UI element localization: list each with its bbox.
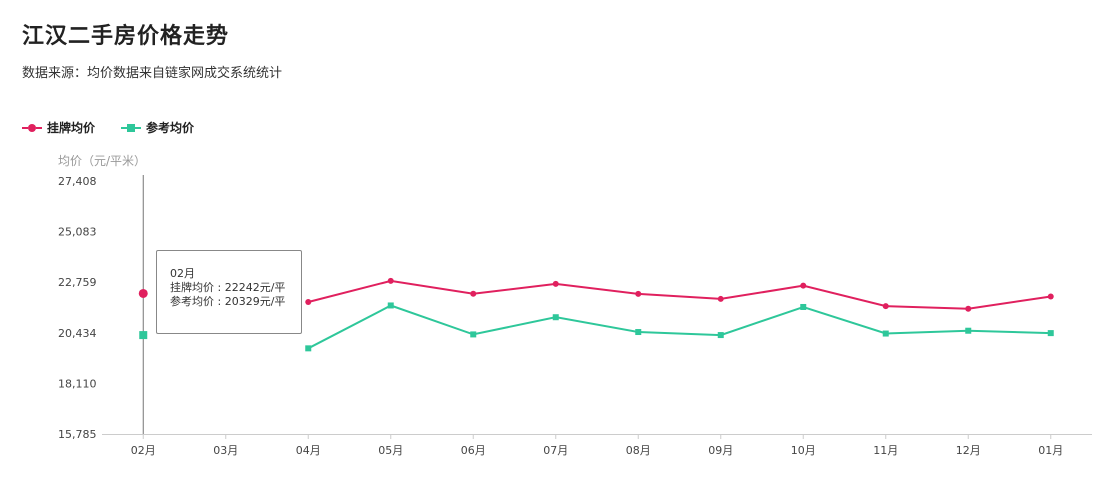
data-point-reference <box>717 332 724 339</box>
chart-title: 江汉二手房价格走势 <box>22 24 230 49</box>
data-point-listing <box>800 282 807 289</box>
x-tick-label: 08月 <box>626 444 651 457</box>
chart-legend: 挂牌均价 参考均价 <box>22 119 194 136</box>
x-tick-label: 10月 <box>791 444 816 457</box>
data-point-listing <box>717 295 724 302</box>
tooltip-listing-price: 挂牌均价 : 22242元/平 <box>170 281 286 294</box>
legend-label-reference: 参考均价 <box>146 121 195 135</box>
data-point-reference <box>470 331 477 338</box>
x-tick-label: 12月 <box>956 444 981 457</box>
data-point-listing <box>882 303 889 310</box>
x-tick-label: 02月 <box>131 444 156 457</box>
data-point-listing <box>965 305 972 312</box>
series-line-reference <box>307 304 1051 350</box>
legend-marker-reference <box>121 122 142 134</box>
y-tick-label: 25,083 <box>58 226 97 239</box>
data-point-reference <box>552 314 559 321</box>
data-point-listing <box>305 298 312 305</box>
hover-tooltip: 02月 挂牌均价 : 22242元/平 参考均价 : 20329元/平 <box>156 250 302 334</box>
data-point-reference <box>139 331 148 340</box>
data-point-reference <box>635 329 642 336</box>
data-point-reference <box>387 302 394 309</box>
data-point-reference <box>800 303 807 310</box>
tooltip-reference-price: 参考均价 : 20329元/平 <box>170 295 286 308</box>
x-tick-label: 05月 <box>378 444 403 457</box>
data-point-reference <box>965 327 972 334</box>
x-tick-label: 07月 <box>543 444 568 457</box>
y-tick-label: 22,759 <box>58 276 97 289</box>
x-tick-label: 06月 <box>461 444 486 457</box>
y-tick-label: 20,434 <box>58 327 97 340</box>
y-tick-label: 15,785 <box>58 428 97 441</box>
data-point-listing <box>470 290 477 297</box>
data-point-listing <box>1047 293 1054 300</box>
series-line-listing <box>308 279 1051 310</box>
data-point-listing <box>552 280 559 287</box>
x-tick-label: 09月 <box>708 444 733 457</box>
data-point-reference <box>1047 330 1054 337</box>
data-point-reference <box>305 345 312 352</box>
legend-marker-listing <box>22 122 42 134</box>
y-tick-label: 18,110 <box>58 377 97 390</box>
data-point-listing <box>635 290 642 297</box>
data-point-listing <box>387 277 394 284</box>
y-tick-label: 27,408 <box>58 175 97 188</box>
data-point-listing <box>138 288 148 298</box>
x-tick-label: 04月 <box>296 444 321 457</box>
data-source-note: 数据来源：均价数据来自链家网成交系统统计 <box>22 66 283 81</box>
x-tick-label: 03月 <box>213 444 238 457</box>
y-axis-label: 均价（元/平米） <box>58 154 146 168</box>
x-tick-label: 11月 <box>873 444 898 457</box>
data-point-reference <box>882 330 889 337</box>
legend-item-reference[interactable]: 参考均价 <box>121 119 194 136</box>
x-tick-label: 01月 <box>1038 444 1063 457</box>
legend-label-listing: 挂牌均价 <box>47 121 96 135</box>
tooltip-month: 02月 <box>170 267 195 280</box>
legend-item-listing[interactable]: 挂牌均价 <box>22 119 95 136</box>
